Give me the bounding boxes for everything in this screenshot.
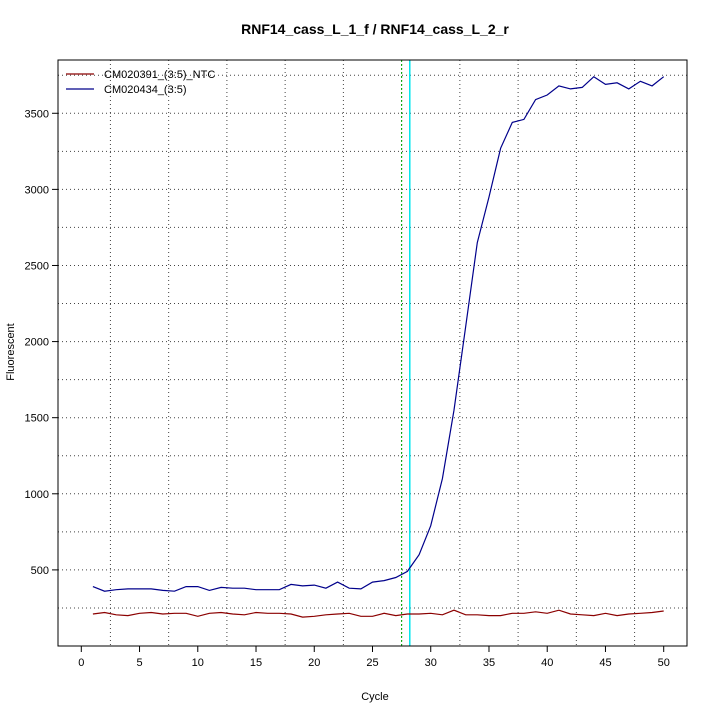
y-tick-label: 1500: [25, 413, 49, 425]
x-axis-label: Cycle: [361, 691, 389, 703]
y-axis-label: Fluorescent: [5, 323, 17, 380]
series-line: [92, 75, 665, 592]
y-tick-label: 3000: [25, 184, 49, 196]
legend-label: CM020391_(3:5)_NTC: [104, 69, 215, 81]
x-axis: 0 5 10 15 20 25 30 35 40 45 50: [78, 645, 670, 669]
x-tick-label: 20: [308, 657, 320, 669]
chart-title: RNF14_cass_L_1_f / RNF14_cass_L_2_r: [241, 21, 509, 37]
y-tick-label: 3500: [25, 108, 49, 120]
reference-lines: [401, 60, 411, 646]
x-tick-label: 50: [658, 657, 670, 669]
x-tick-label: 35: [483, 657, 495, 669]
x-tick-label: 10: [192, 657, 204, 669]
x-tick-label: 45: [599, 657, 611, 669]
y-tick-label: 1000: [25, 489, 49, 501]
plot-frame: [57, 59, 688, 647]
series-line: [92, 609, 664, 618]
x-tick-label: 5: [136, 657, 142, 669]
series-lines: [92, 75, 665, 618]
legend: CM020391_(3:5)_NTC CM020434_(3:5): [66, 69, 215, 96]
y-tick-label: 500: [31, 565, 49, 577]
grid: [58, 60, 687, 646]
y-tick-label: 2500: [25, 260, 49, 272]
x-tick-label: 40: [541, 657, 553, 669]
legend-label: CM020434_(3:5): [104, 84, 187, 96]
y-tick-label: 2000: [25, 337, 49, 349]
x-tick-label: 0: [78, 657, 84, 669]
y-axis: 500 1000 1500 2000 2500 3000 3500: [25, 108, 59, 577]
x-tick-label: 30: [425, 657, 437, 669]
x-tick-label: 15: [250, 657, 262, 669]
x-tick-label: 25: [366, 657, 378, 669]
